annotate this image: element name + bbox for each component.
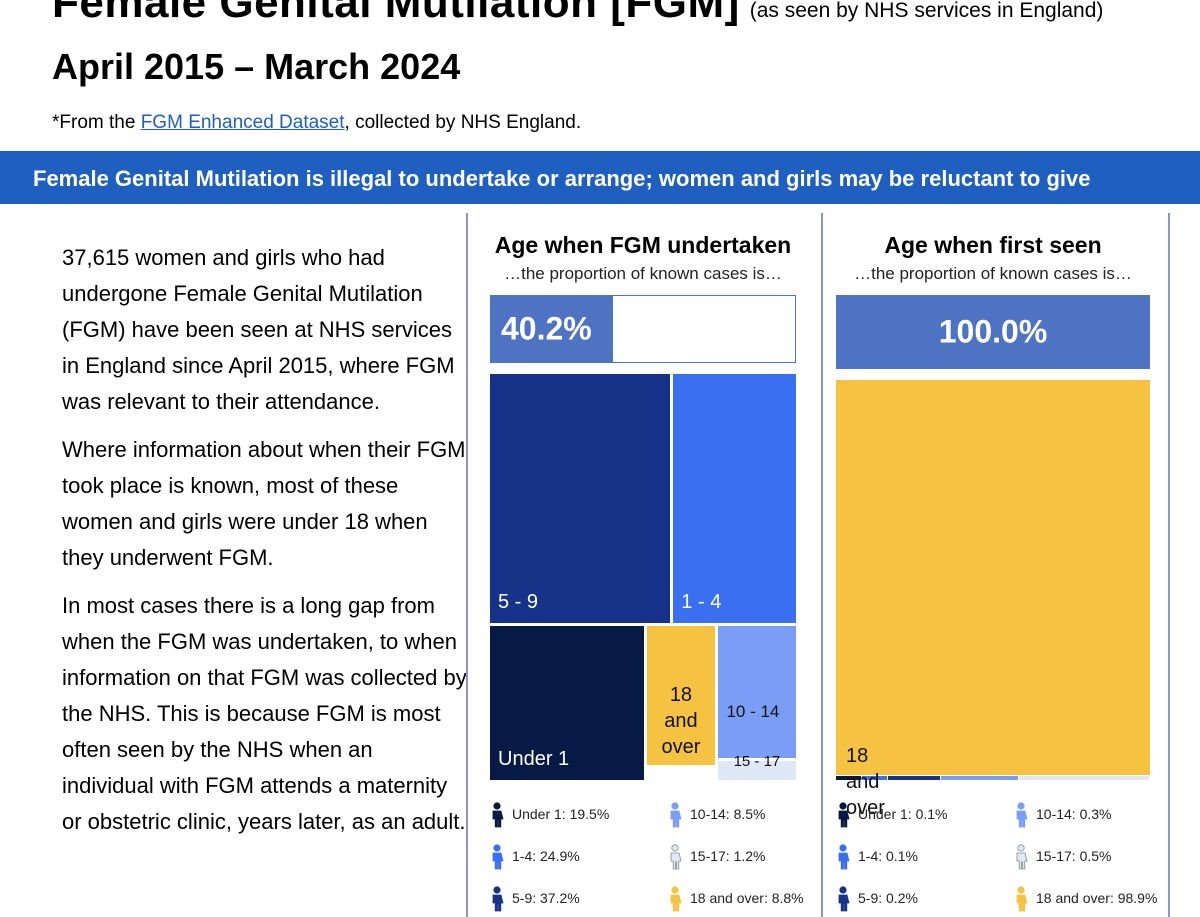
treemap-tile — [717, 625, 796, 758]
legend-label: 1-4: 0.1% — [858, 848, 918, 864]
treemap-tile — [673, 374, 796, 623]
tile-label: 15 - 17 — [733, 752, 781, 770]
treemap-tile — [490, 625, 645, 780]
intro-paragraph: In most cases there is a long gap from w… — [62, 593, 467, 834]
person-icon — [670, 802, 682, 828]
source-suffix: , collected by NHS England. — [344, 112, 582, 133]
person-icon — [492, 844, 504, 870]
tile-label: 1 - 4 — [681, 590, 722, 613]
person-icon — [838, 802, 850, 828]
tile-label: 18 and over — [846, 745, 885, 820]
legend-label: 18 and over: 8.8% — [690, 890, 804, 906]
legend-label: Under 1: 0.1% — [858, 806, 948, 822]
title-text: Female Genital Mutilation [FGM] — [52, 0, 740, 27]
chart-subtitle: …the proportion of known cases is… — [504, 264, 782, 283]
legend-label: 18 and over: 98.9% — [1036, 890, 1158, 906]
legend-label: 5-9: 37.2% — [512, 890, 580, 906]
chart-title: Age when first seen — [884, 232, 1102, 258]
treemap-tile — [836, 776, 862, 780]
known-proportion-label: 100.0% — [938, 313, 1048, 350]
legend-label: 15-17: 1.2% — [690, 848, 766, 864]
panel-divider — [466, 213, 468, 917]
treemap-tile — [940, 776, 1019, 780]
treemap-tile — [1019, 776, 1149, 780]
treemap-tile — [888, 776, 940, 780]
source-prefix: *From the — [52, 112, 141, 133]
treemap-tile — [717, 760, 796, 780]
warning-banner: Female Genital Mutilation is illegal to … — [0, 151, 1200, 204]
tile-label: Under 1 — [498, 748, 570, 770]
page-title: Female Genital Mutilation [FGM] (as seen … — [52, 0, 1103, 28]
legend-label: Under 1: 19.5% — [512, 806, 610, 822]
legend-label: 10-14: 8.5% — [690, 806, 766, 822]
panel-divider — [821, 213, 823, 917]
intro-text: 37,615 women and girls who had undergone… — [62, 240, 467, 852]
chart-subtitle: …the proportion of known cases is… — [854, 264, 1132, 283]
intro-paragraph: 37,615 women and girls who had undergone… — [62, 245, 455, 414]
tile-label: 18 and over — [661, 683, 701, 758]
known-proportion-label: 40.2% — [501, 310, 592, 347]
banner-text: Female Genital Mutilation is illegal to … — [33, 166, 1091, 191]
source-link[interactable]: FGM Enhanced Dataset — [140, 112, 345, 133]
tile-label: 10 - 14 — [726, 701, 780, 721]
person-icon — [1016, 802, 1028, 828]
legend-label: 5-9: 0.2% — [858, 890, 918, 906]
source-note: *From the FGM Enhanced Dataset, collecte… — [52, 112, 581, 134]
person-icon — [492, 802, 504, 828]
known-proportion-bar: 100.0% — [836, 295, 1150, 369]
title-note: (as seen by NHS services in England) — [749, 0, 1104, 22]
legend-label: 10-14: 0.3% — [1036, 806, 1112, 822]
person-icon — [1016, 844, 1028, 870]
known-proportion-fill — [836, 295, 1150, 369]
treemap-tile — [836, 380, 1150, 776]
tile-label: 5 - 9 — [498, 590, 539, 613]
chart-title: Age when FGM undertaken — [494, 232, 792, 258]
intro-paragraph: Where information about when their FGM t… — [62, 437, 466, 570]
person-icon — [838, 886, 850, 912]
date-range-heading: April 2015 – March 2024 — [52, 46, 461, 87]
person-icon — [492, 886, 504, 912]
known-proportion-bar: 40.2% — [490, 295, 796, 363]
treemap-tile — [862, 776, 888, 780]
person-icon — [670, 886, 682, 912]
treemap-tile — [490, 374, 671, 623]
person-icon — [670, 844, 682, 870]
person-icon — [838, 844, 850, 870]
legend-label: 1-4: 24.9% — [512, 848, 580, 864]
known-proportion-fill — [491, 296, 614, 362]
person-icon — [1016, 886, 1028, 912]
treemap-tile — [647, 625, 715, 765]
panel-divider — [1168, 213, 1170, 917]
legend-label: 15-17: 0.5% — [1036, 848, 1112, 864]
